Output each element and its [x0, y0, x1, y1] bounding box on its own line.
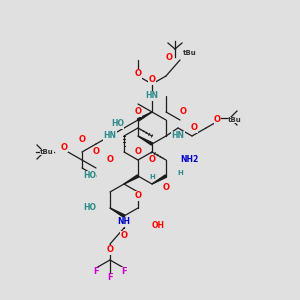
Polygon shape [137, 112, 152, 121]
Text: O: O [214, 116, 221, 124]
Text: O: O [121, 232, 128, 241]
Text: O: O [134, 148, 142, 157]
Polygon shape [110, 208, 124, 217]
Text: O: O [148, 155, 155, 164]
Text: O: O [134, 107, 142, 116]
Text: HO: HO [83, 203, 96, 212]
Text: O: O [148, 76, 155, 85]
Text: HN: HN [146, 92, 158, 100]
Text: O: O [61, 142, 68, 152]
Text: O: O [79, 136, 86, 145]
Text: H: H [177, 170, 183, 176]
Text: H: H [149, 174, 155, 180]
Text: OH: OH [152, 221, 165, 230]
Text: F: F [93, 268, 99, 277]
Text: tBu: tBu [228, 117, 242, 123]
Text: HN: HN [103, 131, 116, 140]
Text: tBu: tBu [183, 50, 197, 56]
Text: O: O [179, 107, 187, 116]
Polygon shape [124, 175, 139, 184]
Text: F: F [107, 274, 113, 283]
Text: NH: NH [118, 218, 130, 226]
Text: tBu: tBu [40, 149, 54, 155]
Text: HN: HN [172, 131, 184, 140]
Text: O: O [134, 191, 142, 200]
Text: O: O [163, 184, 170, 193]
Text: O: O [106, 245, 113, 254]
Text: O: O [166, 53, 173, 62]
Text: F: F [121, 268, 127, 277]
Text: O: O [92, 148, 100, 157]
Text: HO: HO [83, 172, 96, 181]
Text: O: O [106, 155, 113, 164]
Polygon shape [138, 136, 153, 145]
Text: O: O [134, 70, 142, 79]
Text: O: O [190, 124, 197, 133]
Text: HO: HO [111, 119, 124, 128]
Text: NH2: NH2 [180, 155, 198, 164]
Polygon shape [152, 175, 166, 184]
